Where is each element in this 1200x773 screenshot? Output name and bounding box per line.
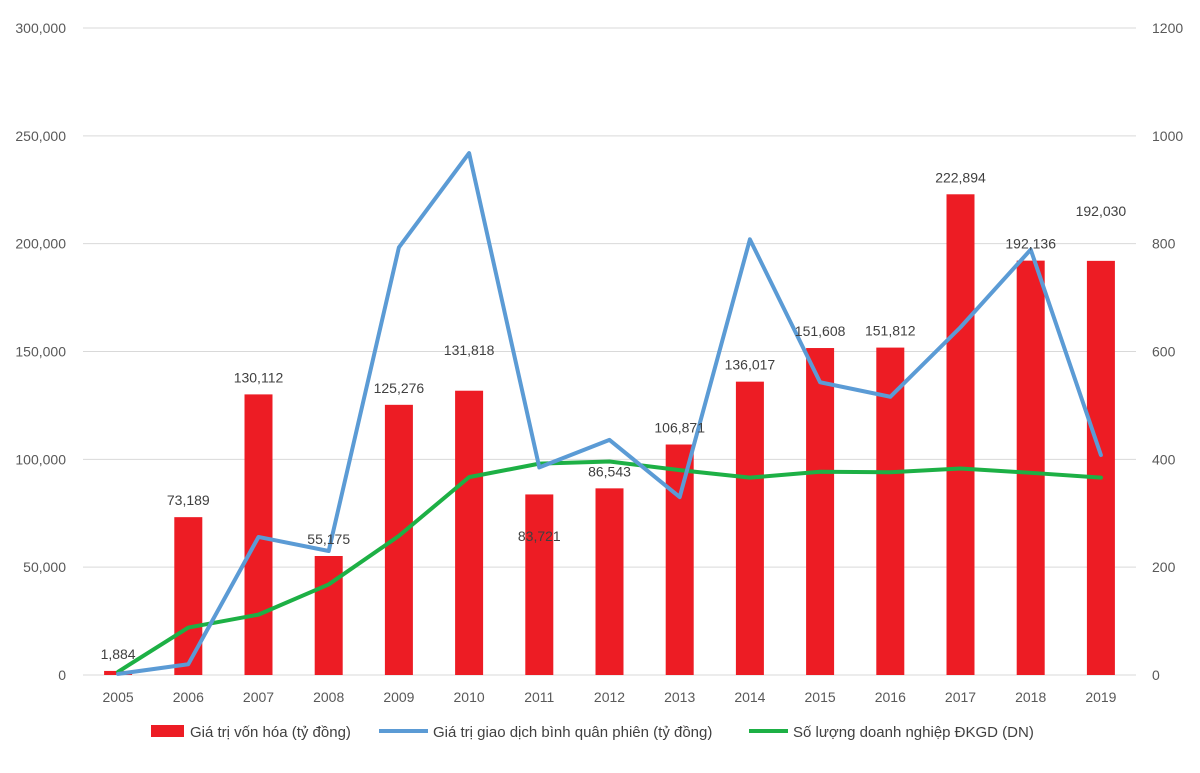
bar (946, 194, 975, 676)
right-axis: 0 200 400 600 800 1000 1200 (1152, 20, 1183, 683)
x-tick-label: 2011 (524, 689, 554, 705)
legend-swatch-bar (151, 725, 184, 737)
bar (174, 517, 203, 675)
bar (665, 444, 694, 675)
right-tick-label: 400 (1152, 451, 1176, 467)
bar (1016, 260, 1045, 675)
x-tick-label: 2008 (313, 689, 344, 705)
bar-data-label: 106,871 (654, 420, 705, 436)
legend-item-giao-dich: Giá trị giao dịch bình quân phiên (tỷ đồ… (379, 724, 712, 741)
bar-data-label: 192,136 (1005, 236, 1056, 252)
right-tick-label: 600 (1152, 344, 1176, 360)
legend-label-von-hoa: Giá trị vốn hóa (tỷ đồng) (190, 724, 351, 741)
left-tick-label: 0 (58, 667, 66, 683)
left-tick-label: 200,000 (15, 236, 66, 252)
bar (384, 404, 413, 675)
bar-data-label: 222,894 (935, 169, 986, 185)
left-tick-label: 50,000 (23, 559, 66, 575)
left-tick-label: 250,000 (15, 128, 66, 144)
line-giao-dich (116, 151, 1103, 676)
bar-series (104, 194, 1115, 676)
x-tick-label: 2010 (454, 689, 485, 705)
bar (244, 394, 273, 675)
bar-data-label: 83,721 (518, 528, 561, 544)
bar (806, 348, 835, 675)
x-tick-label: 2015 (805, 689, 836, 705)
legend-label-so-luong: Số lượng doanh nghiệp ĐKGD (DN) (793, 724, 1034, 741)
x-tick-label: 2013 (664, 689, 695, 705)
bar-data-labels: 1,884 73,189 130,112 55,175 125,276 131,818 83… (101, 169, 1127, 662)
bar-data-label: 55,175 (307, 531, 350, 547)
bar (876, 347, 905, 675)
line-so-luong (116, 459, 1103, 674)
x-tick-label: 2006 (173, 689, 204, 705)
bar-data-label: 136,017 (725, 357, 776, 373)
bar-data-label: 86,543 (588, 463, 631, 479)
x-tick-label: 2014 (734, 689, 765, 705)
legend-item-von-hoa: Giá trị vốn hóa (tỷ đồng) (151, 724, 351, 741)
legend-item-so-luong: Số lượng doanh nghiệp ĐKGD (DN) (749, 724, 1034, 741)
legend-label-giao-dich: Giá trị giao dịch bình quân phiên (tỷ đồ… (433, 724, 712, 741)
bar (1086, 260, 1115, 675)
left-tick-label: 150,000 (15, 344, 66, 360)
right-tick-label: 0 (1152, 667, 1160, 683)
left-tick-label: 300,000 (15, 20, 66, 36)
x-tick-label: 2012 (594, 689, 625, 705)
left-axis: 0 50,000 100,000 150,000 200,000 250,000 300,0… (15, 20, 66, 683)
bar (595, 488, 624, 675)
x-tick-label: 2016 (875, 689, 906, 705)
x-tick-label: 2017 (945, 689, 976, 705)
right-tick-label: 200 (1152, 559, 1176, 575)
right-tick-label: 800 (1152, 236, 1176, 252)
x-tick-label: 2018 (1015, 689, 1046, 705)
x-tick-label: 2019 (1085, 689, 1116, 705)
bar-data-label: 192,030 (1076, 203, 1127, 219)
x-axis: 2005 2006 2007 2008 2009 2010 2011 2012 2013 2014… (103, 689, 1117, 705)
x-tick-label: 2009 (383, 689, 414, 705)
bar-data-label: 1,884 (101, 646, 136, 662)
legend: Giá trị vốn hóa (tỷ đồng) Giá trị giao d… (151, 724, 1034, 741)
bar-data-label: 125,276 (374, 380, 425, 396)
right-tick-label: 1000 (1152, 128, 1183, 144)
bar-data-label: 151,608 (795, 323, 846, 339)
bar-data-label: 131,818 (444, 342, 495, 358)
left-tick-label: 100,000 (15, 451, 66, 467)
bar-data-label: 130,112 (234, 369, 284, 385)
bar-data-label: 73,189 (167, 492, 210, 508)
bar (314, 556, 343, 675)
bar-data-label: 151,812 (865, 323, 916, 339)
bar (525, 494, 554, 675)
bar (455, 390, 484, 675)
x-tick-label: 2007 (243, 689, 274, 705)
bar (735, 381, 764, 675)
right-tick-label: 1200 (1152, 20, 1183, 36)
x-tick-label: 2005 (103, 689, 134, 705)
line-series (116, 151, 1103, 676)
